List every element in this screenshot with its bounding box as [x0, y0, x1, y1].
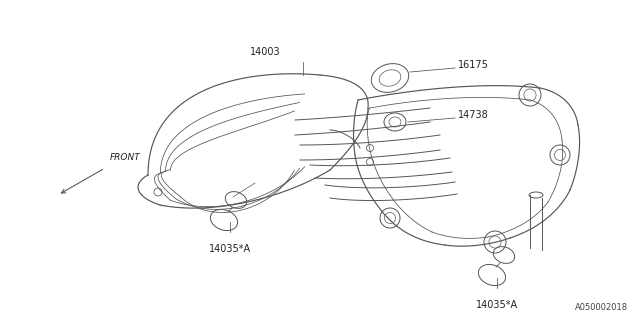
Text: 14035*A: 14035*A: [476, 300, 518, 310]
Text: 14003: 14003: [250, 47, 280, 57]
Text: 16175: 16175: [458, 60, 489, 70]
Text: A050002018: A050002018: [575, 303, 628, 312]
Text: FRONT: FRONT: [110, 153, 141, 162]
Text: 14035*A: 14035*A: [209, 244, 251, 254]
Text: 14738: 14738: [458, 110, 489, 120]
